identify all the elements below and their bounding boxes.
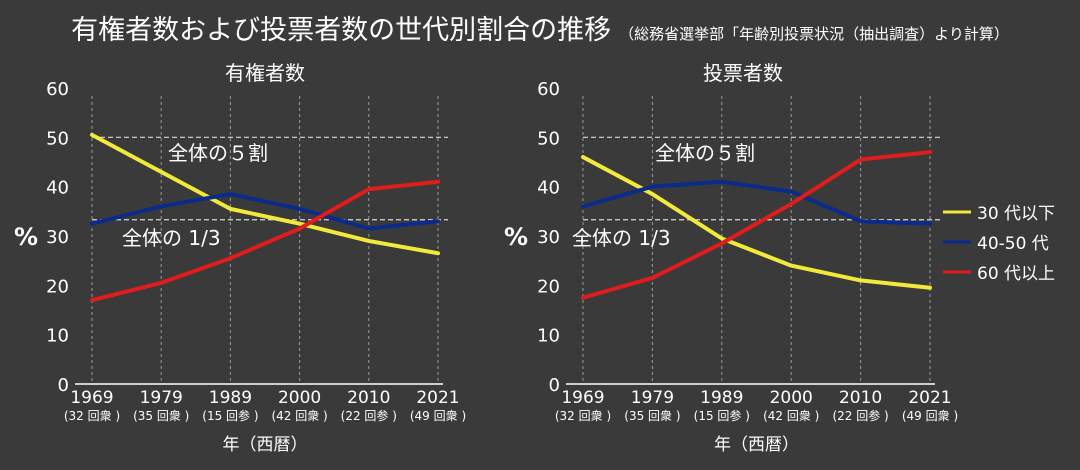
reference-line-label: 全体の５割 (168, 141, 268, 165)
x-tick-sublabel: (35 回衆 ) (133, 409, 189, 423)
chart-main-title: 有権者数および投票者数の世代別割合の推移 (71, 15, 612, 46)
y-tick-label: 50 (46, 128, 69, 149)
x-tick-sublabel: (49 回衆 ) (410, 409, 466, 423)
x-axis-title: 年（西暦） (714, 435, 799, 455)
x-tick-label: 1979 (140, 388, 183, 408)
x-tick-sublabel: (42 回衆 ) (271, 409, 327, 423)
reference-line-label: 全体の 1/3 (122, 226, 221, 250)
y-tick-label: 30 (537, 227, 560, 248)
y-axis-label: % (14, 223, 38, 251)
x-tick-sublabel: (22 回参 ) (341, 408, 397, 423)
y-tick-label: 20 (537, 276, 560, 297)
series-line-3 (90, 179, 440, 303)
x-tick-label: 2000 (278, 388, 321, 408)
legend-label: 30 代以下 (977, 204, 1055, 224)
series-line-2 (581, 179, 932, 226)
chart-source-note: （総務省選挙部「年齢別投票状況（抽出調査）より計算） (619, 25, 1009, 43)
x-tick-sublabel: (42 回衆 ) (763, 409, 819, 423)
x-axis-title: 年（西暦） (223, 435, 308, 455)
series-line-3 (581, 150, 932, 300)
x-tick-sublabel: (22 回参 ) (832, 408, 888, 423)
legend-label: 60 代以上 (977, 264, 1055, 284)
x-tick-label: 2010 (839, 388, 882, 408)
y-tick-label: 60 (46, 79, 69, 100)
x-tick-label: 1969 (561, 388, 604, 408)
x-tick-label: 1989 (209, 388, 252, 408)
x-tick-label: 1989 (700, 388, 743, 408)
x-tick-sublabel: (49 回衆 ) (902, 409, 958, 423)
y-tick-label: 30 (46, 227, 69, 248)
x-tick-label: 2021 (416, 388, 459, 408)
x-tick-sublabel: (32 回衆 ) (64, 409, 120, 423)
x-tick-label: 1979 (631, 388, 674, 408)
y-tick-label: 50 (537, 128, 560, 149)
title-line: 有権者数および投票者数の世代別割合の推移 （総務省選挙部「年齢別投票状況（抽出調査… (0, 8, 1080, 47)
series-line-2 (90, 192, 440, 231)
panel-title: 投票者数 (703, 61, 783, 85)
y-tick-label: 0 (58, 375, 69, 396)
x-tick-sublabel: (35 回衆 ) (624, 409, 680, 423)
y-tick-label: 20 (46, 276, 69, 297)
x-tick-label: 1969 (70, 388, 113, 408)
x-tick-label: 2010 (347, 388, 390, 408)
x-tick-sublabel: (15 回参 ) (202, 408, 258, 423)
x-tick-label: 2021 (908, 388, 951, 408)
y-tick-label: 40 (537, 178, 560, 199)
y-tick-label: 10 (537, 326, 560, 347)
y-tick-label: 60 (537, 79, 560, 100)
y-tick-label: 40 (46, 178, 69, 199)
y-tick-label: 0 (549, 375, 560, 396)
x-tick-label: 2000 (770, 388, 813, 408)
reference-line-label: 全体の 1/3 (572, 226, 671, 250)
y-axis-label: % (504, 223, 528, 251)
x-tick-sublabel: (15 回参 ) (694, 408, 750, 423)
legend-label: 40-50 代 (977, 234, 1049, 254)
series-line-1 (90, 132, 440, 256)
panel-title: 有権者数 (225, 61, 305, 85)
y-tick-label: 10 (46, 326, 69, 347)
x-tick-sublabel: (32 回衆 ) (555, 409, 611, 423)
reference-line-label: 全体の５割 (655, 141, 755, 165)
